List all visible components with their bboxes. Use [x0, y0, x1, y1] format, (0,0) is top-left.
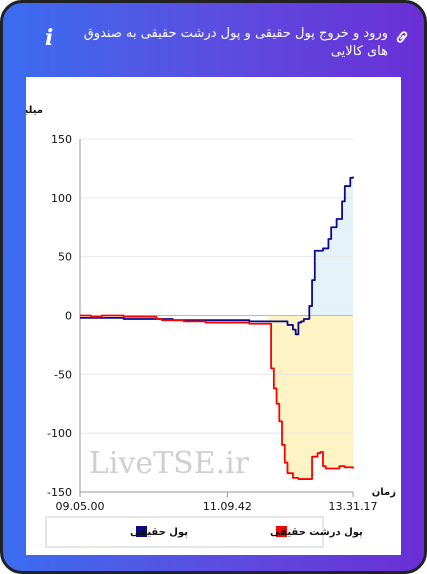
chart-title: ورود و خروج پول حقیقی و پول درشت حقیقی ب…: [83, 26, 388, 59]
chart-panel: میلیارد تومان زمان LiveTSE.ir 150 100 50 0 -…: [3, 77, 401, 555]
x-tick-label: 13.31.17: [329, 500, 378, 513]
link-icon[interactable]: [394, 29, 410, 49]
series-line: [80, 314, 354, 480]
legend-label[interactable]: پول درشت حقیقی: [270, 527, 363, 538]
card-header: i ورود و خروج پول حقیقی و پول درشت حقیقی…: [3, 3, 424, 75]
y-tick-label: 0: [65, 310, 72, 323]
x-tick-label: 09.05.00: [56, 500, 105, 513]
x-axis-label: زمان: [372, 487, 396, 498]
x-tick-label: 11.09.42: [203, 500, 252, 513]
y-tick-label: -150: [47, 486, 72, 499]
watermark: LiveTSE.ir: [89, 446, 250, 481]
chart-svg: میلیارد تومان زمان LiveTSE.ir 150 100 50 0 -…: [3, 105, 396, 548]
y-tick-label: 150: [51, 133, 72, 146]
series-line: [80, 176, 354, 336]
series-area: [268, 315, 353, 480]
legend-label[interactable]: پول حقیقی: [130, 527, 188, 538]
y-tick-label: 100: [51, 192, 72, 205]
y-axis-label: میلیارد تومان: [26, 105, 43, 116]
y-tick-label: -100: [47, 427, 72, 440]
info-icon[interactable]: i: [45, 25, 54, 51]
legend-swatch: [276, 526, 287, 537]
y-tick-label: 50: [58, 251, 72, 264]
y-tick-label: -50: [54, 368, 72, 381]
legend-swatch: [136, 526, 147, 537]
